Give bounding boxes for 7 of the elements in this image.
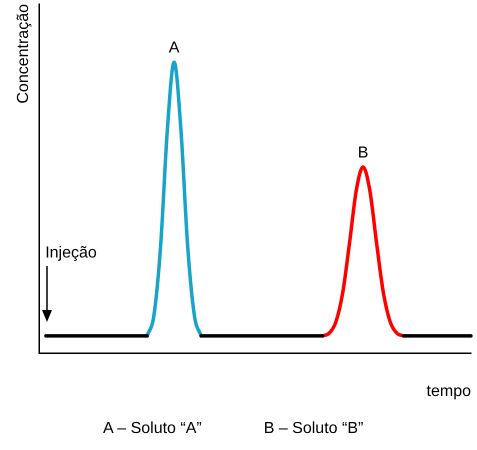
text: B – Soluto “B” <box>264 420 364 438</box>
annotation: Injeção <box>45 244 97 262</box>
text: A – Soluto “A” <box>103 420 202 438</box>
annotation: B <box>358 144 368 162</box>
y-axis-title: Concentração <box>15 4 32 104</box>
annotation: A <box>168 40 180 57</box>
x-axis-title: tempo <box>426 382 472 400</box>
